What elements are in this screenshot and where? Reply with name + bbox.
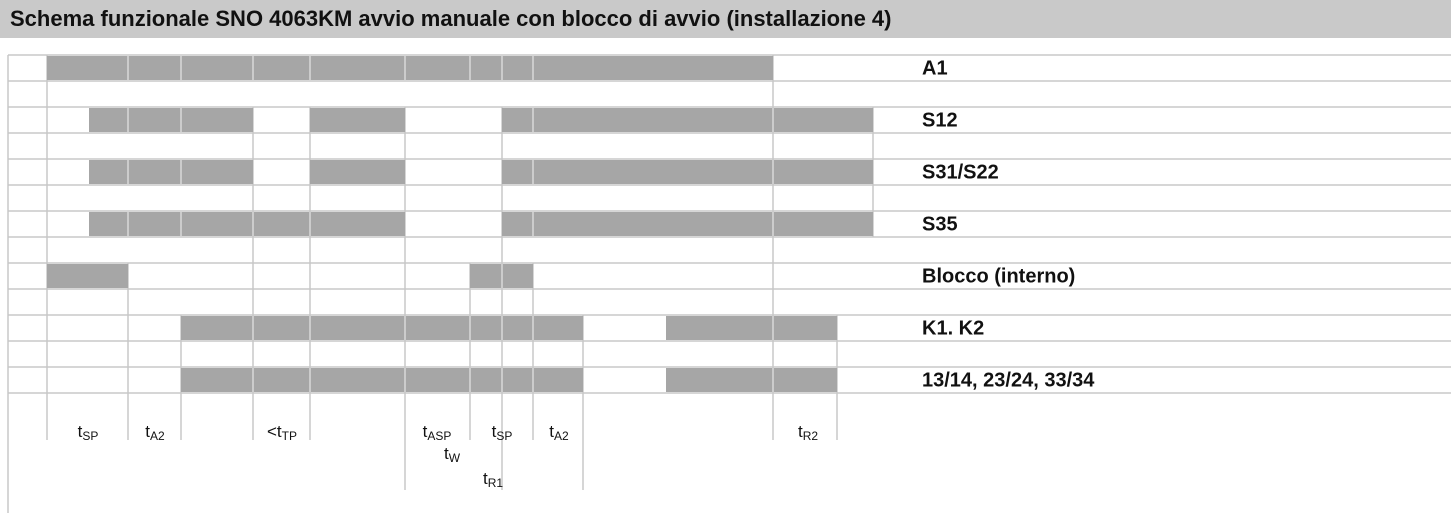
timing-label: tASP bbox=[423, 422, 452, 443]
timing-subscript: A2 bbox=[150, 429, 165, 443]
timing-prefix: t bbox=[492, 422, 497, 441]
timing-subscript: W bbox=[449, 451, 461, 465]
timing-prefix: t bbox=[423, 422, 428, 441]
timing-subscript: TP bbox=[282, 429, 297, 443]
title: Schema funzionale SNO 4063KM avvio manua… bbox=[10, 6, 891, 31]
timing-prefix: t bbox=[78, 422, 83, 441]
signal-high bbox=[310, 160, 405, 184]
signal-high bbox=[181, 368, 583, 392]
timing-label: tW bbox=[444, 444, 461, 465]
timing-subscript: SP bbox=[496, 429, 512, 443]
timing-prefix: <t bbox=[267, 422, 282, 441]
signal-high bbox=[47, 56, 773, 80]
timing-prefix: t bbox=[444, 444, 449, 463]
signal-high bbox=[89, 108, 253, 132]
timing-label: tSP bbox=[492, 422, 513, 443]
timing-prefix: t bbox=[145, 422, 150, 441]
timing-label: tR2 bbox=[798, 422, 818, 443]
signal-high bbox=[89, 212, 405, 236]
timing-label: tR1 bbox=[483, 469, 503, 490]
timing-subscript: R2 bbox=[803, 429, 819, 443]
timing-label: tSP bbox=[78, 422, 99, 443]
signal-label: 13/14, 23/24, 33/34 bbox=[922, 369, 1095, 391]
timing-label: tA2 bbox=[145, 422, 165, 443]
signal-high bbox=[47, 264, 128, 288]
signal-high bbox=[310, 108, 405, 132]
signal-high bbox=[89, 160, 253, 184]
signal-high bbox=[666, 368, 837, 392]
signal-high bbox=[502, 212, 873, 236]
signal-label: S31/S22 bbox=[922, 161, 999, 183]
title-bar bbox=[0, 0, 1451, 38]
timing-subscript: ASP bbox=[427, 429, 451, 443]
signal-high bbox=[502, 108, 873, 132]
timing-prefix: t bbox=[798, 422, 803, 441]
timing-prefix: t bbox=[549, 422, 554, 441]
signal-label: A1 bbox=[922, 57, 948, 79]
signal-high bbox=[502, 160, 873, 184]
timing-label: <tTP bbox=[267, 422, 297, 443]
signal-label: S35 bbox=[922, 213, 958, 235]
signal-label: S12 bbox=[922, 109, 958, 131]
signal-label: Blocco (interno) bbox=[922, 265, 1075, 287]
timing-subscript: SP bbox=[82, 429, 98, 443]
signal-high bbox=[181, 316, 583, 340]
timing-prefix: t bbox=[483, 469, 488, 488]
timing-label: tA2 bbox=[549, 422, 569, 443]
timing-subscript: A2 bbox=[554, 429, 569, 443]
signal-label: K1. K2 bbox=[922, 317, 984, 339]
timing-subscript: R1 bbox=[488, 476, 504, 490]
signal-high bbox=[666, 316, 837, 340]
